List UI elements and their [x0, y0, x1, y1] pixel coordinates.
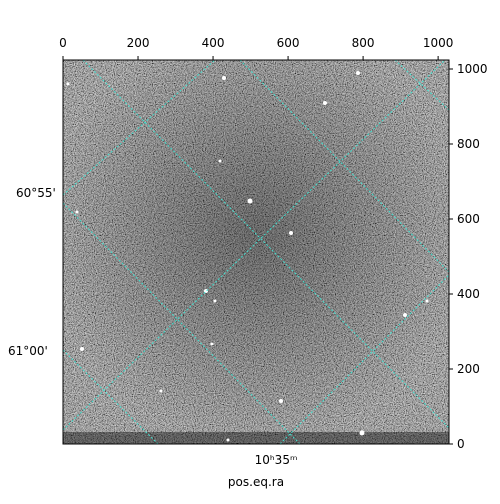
x-axis-label: pos.eq.ra — [228, 475, 284, 489]
x-tick-label: 400 — [202, 36, 225, 50]
y-tick-label: 200 — [457, 362, 480, 376]
y-tick-label: 0 — [457, 437, 465, 451]
x-tick-label: 600 — [277, 36, 300, 50]
y-tick-label: 400 — [457, 287, 480, 301]
y-tick-label: 600 — [457, 212, 480, 226]
x-tick-label: 0 — [59, 36, 67, 50]
x-tick-label: 1000 — [423, 36, 454, 50]
y-tick-label: 1000 — [457, 62, 488, 76]
world-grid — [63, 60, 449, 444]
world-y-label: 61°00' — [8, 344, 48, 358]
x-tick-label: 200 — [127, 36, 150, 50]
sky-image — [63, 60, 449, 444]
frame — [62, 59, 450, 445]
stars — [66, 71, 429, 442]
world-x-label: 10ʰ35ᵐ — [255, 453, 298, 467]
x-tick-label: 800 — [352, 36, 375, 50]
y-tick-label: 800 — [457, 137, 480, 151]
world-y-label: 60°55' — [16, 186, 56, 200]
